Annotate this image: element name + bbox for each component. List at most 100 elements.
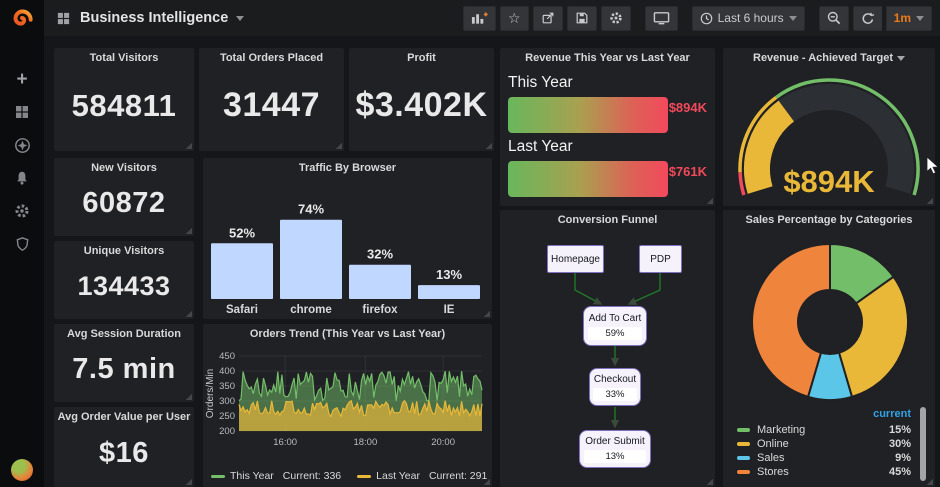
funnel-step-checkout[interactable]: Checkout 33%: [589, 368, 641, 406]
legend-color-dash: [737, 442, 750, 446]
revenue-gauge-chart: $894K: [738, 78, 920, 199]
svg-text:250: 250: [219, 411, 235, 422]
dashboard-title[interactable]: Business Intelligence: [80, 10, 229, 26]
svg-text:200: 200: [219, 426, 235, 437]
funnel-step-homepage[interactable]: Homepage: [547, 245, 604, 273]
resize-handle[interactable]: [706, 478, 713, 485]
star-dashboard-button[interactable]: ☆: [500, 5, 529, 31]
funnel-step-pct: 59%: [587, 326, 643, 340]
refresh-button[interactable]: [852, 5, 882, 31]
refresh-interval-picker[interactable]: 1m: [885, 5, 932, 31]
grafana-logo[interactable]: [0, 0, 44, 36]
legend-scrollbar[interactable]: [920, 407, 926, 481]
donut-legend-row-marketing[interactable]: Marketing 15%: [737, 423, 911, 437]
resize-handle[interactable]: [926, 197, 933, 204]
funnel-step-label: Add To Cart: [588, 312, 642, 324]
revenue-gradient-bar: [508, 97, 668, 133]
donut-legend-header[interactable]: current: [873, 408, 911, 420]
sales-donut-chart: [750, 242, 909, 401]
funnel-step-pct: 13%: [584, 449, 646, 463]
resize-handle[interactable]: [926, 478, 933, 485]
panel-title[interactable]: New Visitors: [91, 162, 157, 174]
panel-avg-session-duration: Avg Session Duration 7.5 min: [54, 324, 194, 402]
revenue-row-value: $761K: [668, 164, 707, 179]
legend-current-value: Current: 291: [428, 470, 488, 482]
panel-total-visitors: Total Visitors 584811: [54, 48, 194, 151]
dashboard-grid-icon: [54, 9, 72, 27]
resize-handle[interactable]: [483, 478, 490, 485]
resize-handle[interactable]: [335, 142, 342, 149]
svg-text:IE: IE: [444, 304, 455, 316]
resize-handle[interactable]: [485, 142, 492, 149]
funnel-step-add-to-cart[interactable]: Add To Cart 59%: [583, 306, 647, 346]
svg-text:chrome: chrome: [290, 304, 332, 316]
orders-trend-area-chart: 200 250 300 350 400 450 16:00 18:00 20:00 Orders/…: [205, 351, 483, 448]
panel-title[interactable]: Orders Trend (This Year vs Last Year): [249, 328, 446, 340]
save-dashboard-button[interactable]: [566, 5, 597, 31]
panel-title[interactable]: Avg Order Value per User: [57, 411, 191, 423]
time-range-picker[interactable]: Last 6 hours: [691, 5, 805, 31]
svg-text:350: 350: [219, 381, 235, 392]
create-plus-icon[interactable]: +: [16, 68, 28, 90]
configuration-gear-icon[interactable]: [13, 202, 31, 220]
panel-title[interactable]: Profit: [407, 52, 436, 64]
donut-legend-row-stores[interactable]: Stores 45%: [737, 465, 911, 479]
panel-title[interactable]: Sales Percentage by Categories: [745, 214, 913, 226]
dashboards-grid-icon[interactable]: [13, 103, 31, 121]
resize-handle[interactable]: [185, 310, 192, 317]
panel-title[interactable]: Revenue This Year vs Last Year: [525, 52, 690, 64]
panel-profit: Profit $3.402K: [349, 48, 494, 151]
legend-item[interactable]: This Year Current: 336: [211, 470, 341, 482]
resize-handle[interactable]: [185, 393, 192, 400]
save-icon: [576, 12, 588, 24]
svg-text:300: 300: [219, 396, 235, 407]
legend-value: 30%: [888, 438, 911, 450]
server-admin-shield-icon[interactable]: [13, 235, 31, 253]
user-avatar[interactable]: [11, 459, 33, 481]
panel-title[interactable]: Conversion Funnel: [557, 214, 658, 226]
panel-title[interactable]: Unique Visitors: [83, 245, 165, 257]
stat-value: $3.402K: [355, 86, 488, 124]
legend-color-dash: [357, 474, 372, 478]
panel-title[interactable]: Traffic By Browser: [298, 162, 397, 174]
add-panel-button[interactable]: [463, 5, 497, 31]
alerting-bell-icon[interactable]: [13, 169, 31, 187]
resize-handle[interactable]: [185, 142, 192, 149]
resize-handle[interactable]: [185, 227, 192, 234]
explore-compass-icon[interactable]: [13, 136, 31, 154]
zoom-out-time-button[interactable]: [818, 5, 849, 31]
resize-handle[interactable]: [483, 310, 490, 317]
panel-menu-caret-icon[interactable]: [897, 55, 905, 61]
donut-legend-row-online[interactable]: Online 30%: [737, 437, 911, 451]
legend-item[interactable]: Last Year Current: 291: [357, 470, 487, 482]
panel-title[interactable]: Avg Session Duration: [67, 328, 181, 340]
panel-title[interactable]: Total Orders Placed: [219, 52, 324, 64]
time-range-label: Last 6 hours: [717, 11, 784, 25]
panel-traffic-by-browser: Traffic By Browser 52% Safari 74% chrome 32%…: [203, 158, 492, 319]
funnel-step-pdp[interactable]: PDP: [639, 245, 682, 273]
grafana-logo-icon: [13, 9, 33, 26]
resize-handle[interactable]: [185, 478, 192, 485]
stat-value: 584811: [71, 87, 177, 123]
legend-value: 45%: [888, 466, 911, 478]
star-icon: ☆: [508, 10, 521, 26]
svg-text:13%: 13%: [436, 267, 462, 282]
panel-title-text: Revenue - Achieved Target: [753, 52, 893, 64]
tv-mode-button[interactable]: [644, 5, 678, 31]
legend-value: 15%: [888, 424, 911, 436]
share-dashboard-button[interactable]: [532, 5, 563, 31]
svg-text:firefox: firefox: [362, 304, 398, 316]
panel-title[interactable]: Revenue - Achieved Target: [723, 48, 935, 68]
refresh-interval-label: 1m: [893, 11, 911, 25]
panel-title[interactable]: Total Visitors: [89, 52, 159, 64]
donut-legend-row-sales[interactable]: Sales 9%: [737, 451, 911, 465]
funnel-step-order-submit[interactable]: Order Submit 13%: [579, 430, 651, 468]
resize-handle[interactable]: [706, 197, 713, 204]
svg-text:52%: 52%: [229, 225, 255, 240]
time-range-caret-icon: [788, 15, 797, 21]
legend-series-name: Last Year: [376, 470, 420, 482]
dashboard-title-caret-icon[interactable]: [236, 15, 245, 21]
revenue-row-label: Last Year: [508, 138, 573, 155]
donut-legend: current Marketing 15% Online 30% Sales 9…: [737, 408, 911, 479]
dashboard-settings-button[interactable]: [600, 5, 631, 31]
